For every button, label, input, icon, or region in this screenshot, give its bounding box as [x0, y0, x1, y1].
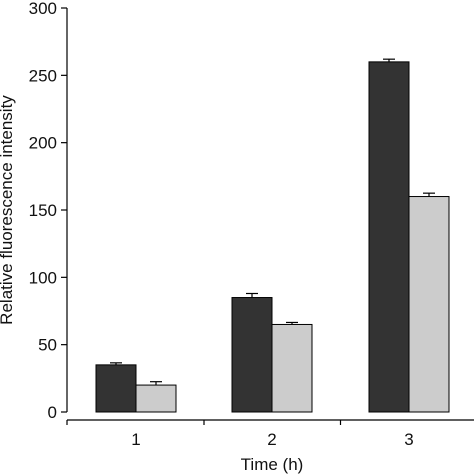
bar	[135, 384, 177, 413]
y-tick-label: 50	[38, 336, 57, 355]
y-tick-label: 250	[29, 66, 57, 85]
y-axis: 0 50 100 150 200 250 300	[29, 0, 68, 422]
y-tick-label: 0	[48, 403, 57, 422]
bar	[95, 364, 137, 413]
y-tick-label: 200	[29, 134, 57, 153]
bar	[231, 297, 273, 413]
y-tick-label: 100	[29, 268, 57, 287]
x-tick-label: 2	[267, 430, 276, 449]
y-tick-label: 150	[29, 201, 57, 220]
y-axis-title: Relative fluorescence intensity	[0, 95, 16, 325]
x-axis-title: Time (h)	[241, 455, 304, 474]
x-tick-label: 3	[404, 430, 413, 449]
x-tick-label: 1	[131, 430, 140, 449]
bars	[95, 58, 450, 413]
y-tick-label: 300	[29, 0, 57, 18]
bar	[368, 61, 410, 413]
bar	[408, 196, 450, 413]
x-axis: 1 2 3	[66, 419, 474, 449]
bar	[271, 323, 313, 413]
